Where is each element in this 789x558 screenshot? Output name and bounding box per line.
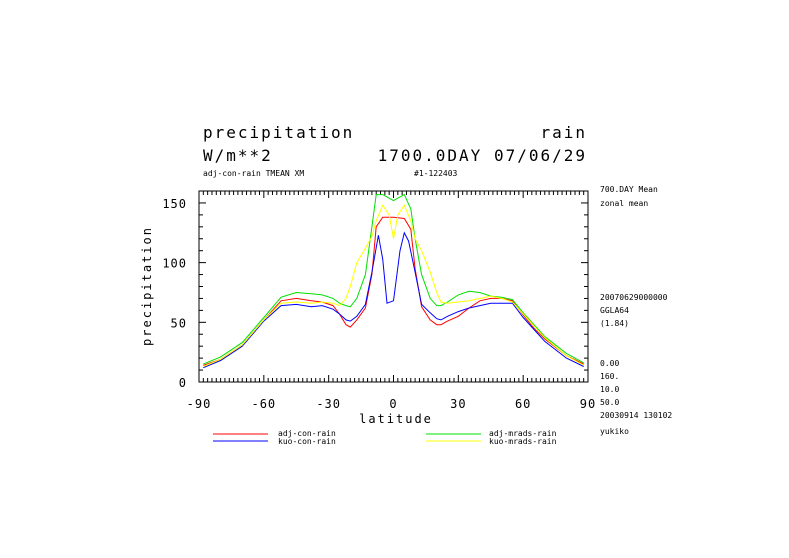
info-int2: 50.0 bbox=[600, 398, 619, 407]
chart-time: 1700.0DAY 07/06/29 bbox=[378, 146, 587, 165]
series-line-kuo-mrads-rain bbox=[203, 204, 584, 367]
info-max: 160. bbox=[600, 372, 619, 381]
legend-label-adj-mrads-rain: adj-mrads-rain bbox=[489, 429, 557, 438]
y-tick-label: 50 bbox=[171, 316, 187, 330]
y-tick-label: 0 bbox=[179, 376, 187, 390]
info-zonal: zonal mean bbox=[600, 199, 648, 208]
x-axis-label: latitude bbox=[359, 412, 433, 426]
legend-label-adj-con-rain: adj-con-rain bbox=[278, 429, 336, 438]
series-line-adj-con-rain bbox=[203, 216, 584, 366]
legend-label-kuo-mrads-rain: kuo-mrads-rain bbox=[489, 437, 557, 446]
series-line-kuo-con-rain bbox=[203, 231, 584, 369]
info-date: 20070629000000 bbox=[600, 293, 668, 302]
info-int1: 10.0 bbox=[600, 385, 619, 394]
tick-marks bbox=[198, 190, 589, 383]
y-tick-label: 150 bbox=[162, 197, 187, 211]
x-tick-label: 90 bbox=[580, 397, 596, 411]
info-stamp: 20030914 130102 bbox=[600, 411, 672, 420]
legend-label-kuo-con-rain: kuo-con-rain bbox=[278, 437, 336, 446]
run-id-label: #1-122403 bbox=[414, 169, 458, 178]
x-tick-label: 60 bbox=[515, 397, 531, 411]
x-tick-label: -60 bbox=[251, 397, 276, 411]
chart-units: W/m**2 bbox=[203, 146, 273, 165]
chart-title: precipitation bbox=[203, 123, 354, 142]
info-mean: 700.DAY Mean bbox=[600, 185, 658, 194]
x-tick-label: -90 bbox=[187, 397, 212, 411]
plot-frame bbox=[198, 190, 589, 383]
series-lines bbox=[203, 193, 584, 369]
chart-title-right: rain bbox=[540, 123, 587, 142]
x-tick-label: 30 bbox=[450, 397, 466, 411]
experiment-label: adj-con-rain TMEAN XM bbox=[203, 169, 304, 178]
y-tick-label: 100 bbox=[162, 257, 187, 271]
info-res: (1.84) bbox=[600, 319, 629, 328]
y-axis-label: precipitation bbox=[140, 226, 154, 346]
info-grid: GGLA64 bbox=[600, 306, 629, 315]
tick-labels: -90 -60 -30 0 30 60 90 0 50 100 150 bbox=[162, 197, 596, 411]
x-tick-label: -30 bbox=[316, 397, 341, 411]
info-user: yukiko bbox=[600, 427, 629, 436]
legend: adj-con-rain kuo-con-rain adj-mrads-rain… bbox=[213, 429, 557, 446]
info-min: 0.00 bbox=[600, 359, 619, 368]
x-tick-label: 0 bbox=[389, 397, 397, 411]
series-line-adj-mrads-rain bbox=[203, 193, 584, 365]
